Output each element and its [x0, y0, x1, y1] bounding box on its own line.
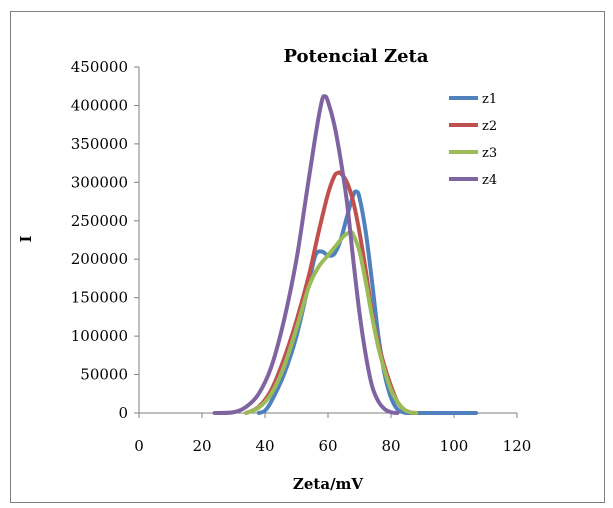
y-tick-label: 300000: [71, 173, 128, 191]
y-tick-label: 450000: [71, 58, 128, 76]
legend-label-z3: z3: [482, 146, 497, 161]
x-tick-label: 100: [440, 437, 469, 455]
chart-frame: [10, 11, 605, 503]
x-ticks: 0 20 40 60 80 100 120: [134, 413, 531, 455]
series-line-z2: [244, 170, 419, 415]
legend: z1 z2 z3 z4: [449, 92, 497, 188]
series-layer: [212, 94, 479, 416]
x-axis-label: Zeta/mV: [293, 475, 363, 493]
legend-label-z4: z4: [482, 173, 497, 188]
y-tick-label: 0: [118, 404, 128, 422]
y-tick-label: 150000: [71, 289, 128, 307]
x-tick-label: 0: [134, 437, 144, 455]
y-tick-label: 400000: [71, 96, 128, 114]
x-tick-label: 80: [381, 437, 400, 455]
y-axis-label: I: [17, 235, 35, 242]
chart-title: Potencial Zeta: [283, 46, 428, 67]
y-tick-label: 350000: [71, 135, 128, 153]
y-tick-label: 200000: [71, 250, 128, 268]
x-tick-label: 60: [318, 437, 337, 455]
series-line-z4: [212, 94, 400, 415]
y-tick-label: 250000: [71, 212, 128, 230]
legend-label-z2: z2: [482, 119, 497, 134]
legend-label-z1: z1: [482, 92, 497, 107]
y-tick-label: 50000: [80, 366, 128, 384]
x-tick-label: 120: [503, 437, 532, 455]
x-tick-label: 20: [192, 437, 211, 455]
x-tick-label: 40: [255, 437, 274, 455]
y-tick-label: 100000: [71, 327, 128, 345]
y-ticks: 0 50000 100000 150000 200000 250000 300000 3500…: [71, 58, 139, 422]
series-line-z1: [256, 189, 479, 416]
